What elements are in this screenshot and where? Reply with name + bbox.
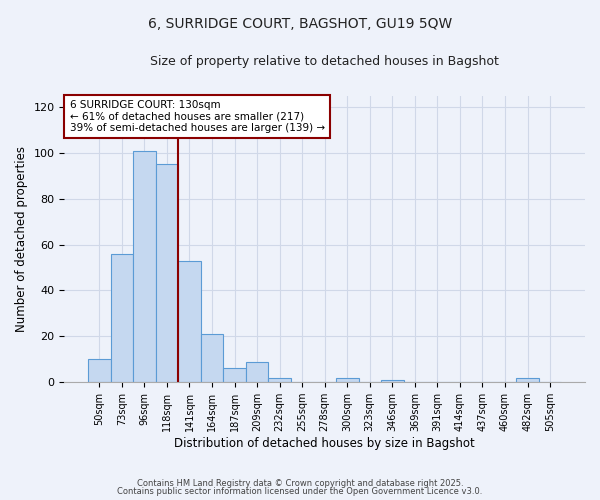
Bar: [178, 260, 201, 382]
Bar: [133, 150, 155, 382]
Bar: [223, 368, 246, 382]
Text: 6, SURRIDGE COURT, BAGSHOT, GU19 5QW: 6, SURRIDGE COURT, BAGSHOT, GU19 5QW: [148, 18, 452, 32]
Bar: [336, 378, 359, 382]
Bar: [268, 378, 291, 382]
Bar: [516, 378, 539, 382]
Title: Size of property relative to detached houses in Bagshot: Size of property relative to detached ho…: [150, 55, 499, 68]
Bar: [110, 254, 133, 382]
Bar: [88, 360, 110, 382]
Y-axis label: Number of detached properties: Number of detached properties: [15, 146, 28, 332]
Bar: [381, 380, 404, 382]
Bar: [246, 362, 268, 382]
Text: Contains HM Land Registry data © Crown copyright and database right 2025.: Contains HM Land Registry data © Crown c…: [137, 478, 463, 488]
Text: 6 SURRIDGE COURT: 130sqm
← 61% of detached houses are smaller (217)
39% of semi-: 6 SURRIDGE COURT: 130sqm ← 61% of detach…: [70, 100, 325, 133]
Bar: [201, 334, 223, 382]
X-axis label: Distribution of detached houses by size in Bagshot: Distribution of detached houses by size …: [175, 437, 475, 450]
Text: Contains public sector information licensed under the Open Government Licence v3: Contains public sector information licen…: [118, 487, 482, 496]
Bar: [155, 164, 178, 382]
